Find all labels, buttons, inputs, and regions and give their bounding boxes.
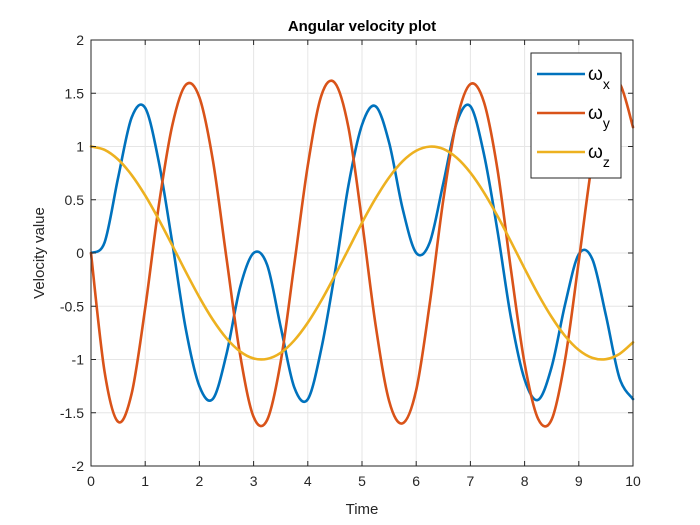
- y-axis-label: Velocity value: [31, 207, 48, 299]
- x-tick-label: 3: [250, 473, 258, 489]
- y-tick-label: -1: [72, 352, 85, 368]
- x-tick-label: 0: [87, 473, 95, 489]
- chart-title: Angular velocity plot: [288, 18, 436, 35]
- y-tick-label: 1.5: [65, 85, 85, 101]
- x-tick-label: 6: [412, 473, 420, 489]
- series-layer: [89, 79, 635, 428]
- x-tick-label: 10: [625, 473, 641, 489]
- legend-label-subscript: y: [603, 115, 610, 131]
- y-tick-label: -1.5: [60, 405, 84, 421]
- x-tick-label: 2: [196, 473, 204, 489]
- series-line-x: [89, 103, 635, 404]
- x-tick-label: 8: [521, 473, 529, 489]
- x-tick-label: 1: [141, 473, 149, 489]
- x-tick-label: 5: [358, 473, 366, 489]
- y-tick-label: 1: [76, 139, 84, 155]
- y-tick-label: 0: [76, 245, 84, 261]
- x-tick-label: 4: [304, 473, 312, 489]
- y-tick-label: 0.5: [65, 192, 85, 208]
- legend-label-subscript: z: [603, 154, 610, 170]
- axis-tick-labels: 0 1 2 3 4 5 6 7 8 9 10 -2 -1.5 -1 -0.5 0 0.5 1 1.5 2: [60, 32, 641, 489]
- series-line-z: [89, 145, 635, 361]
- y-tick-label: 2: [76, 32, 84, 48]
- axis-ticks: [90, 39, 634, 467]
- legend-label-subscript: x: [603, 76, 610, 92]
- y-tick-label: -0.5: [60, 298, 84, 314]
- y-tick-label: -2: [72, 458, 85, 474]
- x-tick-label: 9: [575, 473, 583, 489]
- x-axis-label: Time: [346, 501, 379, 518]
- x-tick-label: 7: [467, 473, 475, 489]
